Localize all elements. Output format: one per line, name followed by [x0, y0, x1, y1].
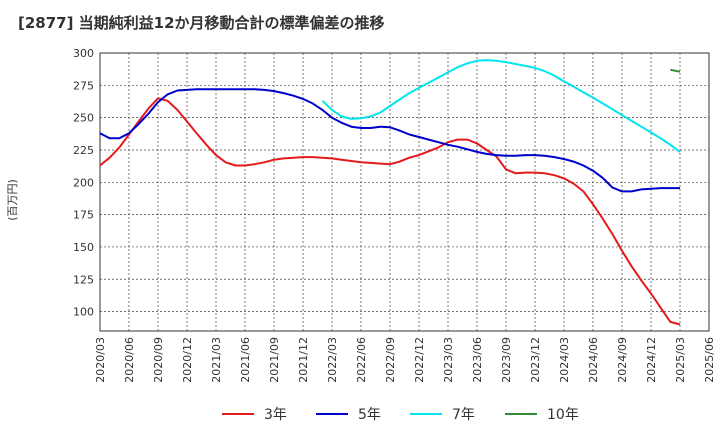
- series-line-3: [321, 59, 681, 153]
- legend-label-3: 7年: [452, 407, 475, 423]
- x-tick-label: 2020/06: [123, 337, 136, 383]
- series-line-2: [99, 88, 680, 193]
- x-tick-label: 2020/03: [94, 337, 107, 383]
- x-tick-label: 2022/06: [355, 337, 368, 383]
- x-axis-ticks: 2020/03 2020/06 2020/09 2020/12 2021/03 2021/…: [94, 337, 716, 383]
- legend-label-4: 10年: [547, 407, 579, 423]
- y-tick-label: 100: [73, 306, 94, 319]
- gridlines: [100, 53, 709, 331]
- x-tick-label: 2025/03: [674, 337, 687, 383]
- y-tick-label: 175: [73, 209, 94, 222]
- x-tick-label: 2024/12: [645, 337, 658, 383]
- x-tick-label: 2025/06: [703, 337, 716, 383]
- series-line-1: [99, 97, 681, 326]
- x-tick-label: 2021/12: [297, 337, 310, 383]
- x-tick-label: 2020/09: [152, 337, 165, 383]
- plot-frame: [99, 52, 710, 332]
- legend-label-1: 3年: [264, 407, 287, 423]
- chart-title: [2877] 当期純利益12か月移動合計の標準偏差の推移: [18, 14, 385, 32]
- y-tick-label: 300: [73, 47, 94, 60]
- y-tick-label: 275: [73, 79, 94, 92]
- x-tick-label: 2021/09: [268, 337, 281, 383]
- x-tick-label: 2024/03: [558, 337, 571, 383]
- x-tick-label: 2020/12: [181, 337, 194, 383]
- legend: 3年 5年 7年 10年: [222, 407, 579, 423]
- series-line-4: [670, 68, 681, 73]
- x-tick-label: 2022/03: [326, 337, 339, 383]
- y-tick-label: 225: [73, 144, 94, 157]
- y-tick-label: 125: [73, 273, 94, 286]
- x-tick-label: 2021/06: [239, 337, 252, 383]
- x-tick-label: 2022/09: [384, 337, 397, 383]
- x-tick-label: 2024/06: [587, 337, 600, 383]
- x-tick-label: 2023/03: [442, 337, 455, 383]
- y-tick-label: 200: [73, 176, 94, 189]
- y-tick-label: 150: [73, 241, 94, 254]
- series-lines: [99, 59, 681, 326]
- x-tick-label: 2023/12: [529, 337, 542, 383]
- legend-label-2: 5年: [358, 407, 381, 423]
- y-axis-label: (百万円): [6, 179, 19, 221]
- x-tick-label: 2023/09: [500, 337, 513, 383]
- x-tick-label: 2024/09: [616, 337, 629, 383]
- y-axis-ticks: 100 125 150 175 200 225 250 275 300: [73, 47, 94, 319]
- x-tick-label: 2021/03: [210, 337, 223, 383]
- x-tick-label: 2022/12: [413, 337, 426, 383]
- y-tick-label: 250: [73, 112, 94, 125]
- x-tick-label: 2023/06: [471, 337, 484, 383]
